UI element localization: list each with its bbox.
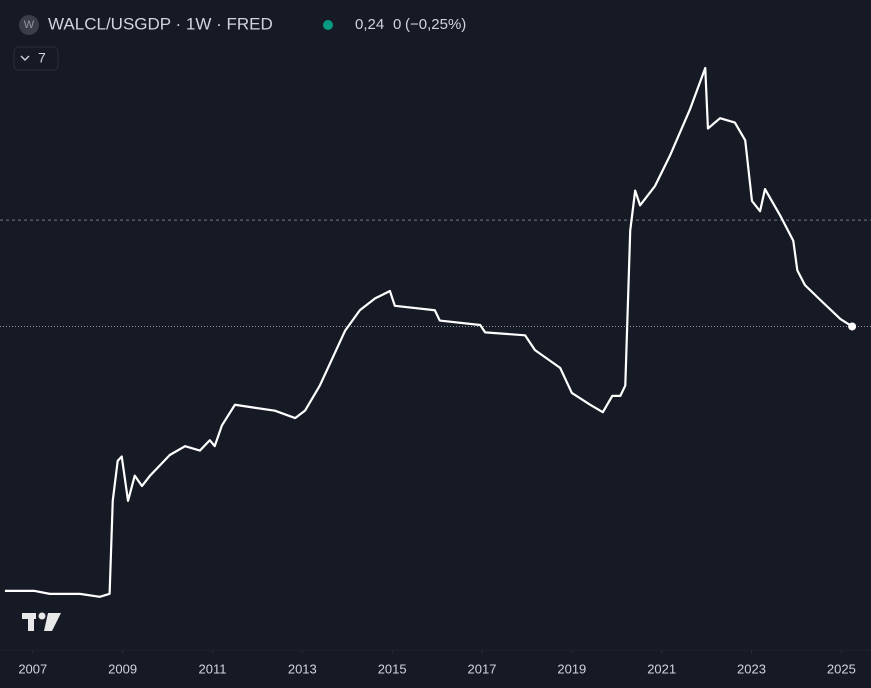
- symbol-title[interactable]: WALCL/USGDP · 1W · FRED: [48, 14, 273, 33]
- x-tick-label: 2009: [108, 661, 137, 676]
- x-tick-label: 2023: [737, 661, 766, 676]
- x-axis: 2007 2009 2011 2013 2015 2017 2019 2021 2023 2025: [18, 650, 856, 676]
- x-tick-label: 2021: [647, 661, 676, 676]
- symbol-logo: [19, 15, 39, 35]
- legend-value: 0,24: [355, 16, 384, 33]
- chevron-icon: [20, 55, 30, 61]
- data-line: [4, 66, 853, 598]
- plot-area: [0, 66, 871, 598]
- indicator-toggle[interactable]: [13, 46, 59, 71]
- x-tick-label: 2017: [468, 661, 497, 676]
- x-tick-label: 2007: [18, 661, 47, 676]
- legend-change-pct: (−0,25%): [405, 16, 466, 33]
- status-dot: [323, 20, 333, 30]
- legend-change: 0: [393, 16, 401, 33]
- last-point: [848, 322, 857, 331]
- x-tick-label: 2015: [378, 661, 407, 676]
- x-tick-label: 2013: [288, 661, 317, 676]
- symbol-logo-letter: W: [24, 19, 35, 31]
- x-tick-label: 2019: [557, 661, 586, 676]
- x-tick-label: 2025: [827, 661, 856, 676]
- tv-logo: [22, 612, 61, 631]
- x-tick-label: 2011: [198, 661, 226, 676]
- indicator-count[interactable]: 7: [38, 50, 46, 66]
